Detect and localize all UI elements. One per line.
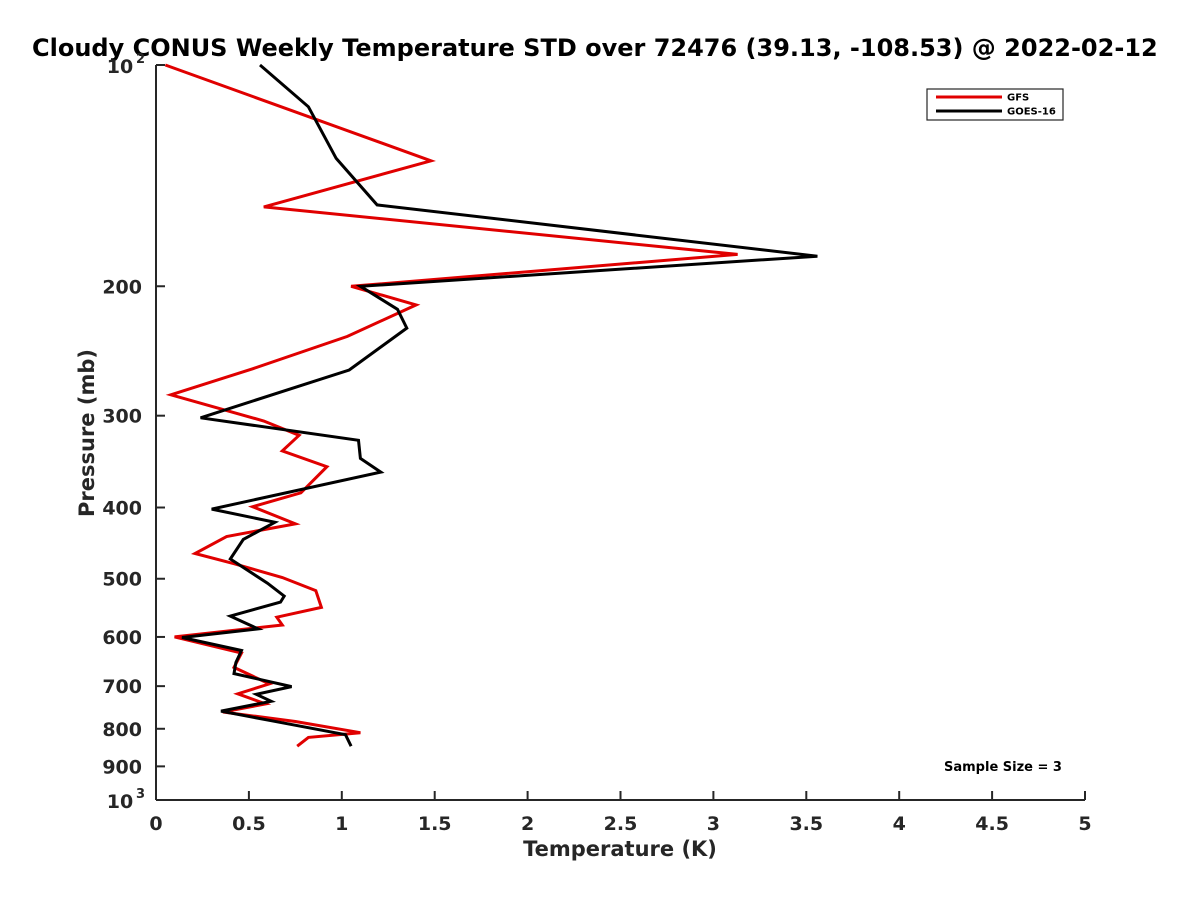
y-tick-exponent: 3 <box>136 787 145 802</box>
y-tick-label: 500 <box>102 569 142 591</box>
x-tick-label: 4.5 <box>975 813 1009 835</box>
legend-items: GFS GOES-16 <box>936 93 1056 118</box>
y-tick-label: 800 <box>102 719 142 741</box>
legend-label: GOES-16 <box>1007 107 1056 118</box>
x-tick-label: 0.5 <box>232 813 266 835</box>
chart-title: Cloudy CONUS Weekly Temperature STD over… <box>32 34 1158 62</box>
y-tick-label: 200 <box>102 276 142 298</box>
x-tick-label: 3.5 <box>789 813 823 835</box>
y-tick-label: 600 <box>102 627 142 649</box>
x-tick-label: 3 <box>707 813 720 835</box>
x-tick-label: 2.5 <box>604 813 638 835</box>
y-tick-label: 300 <box>102 406 142 428</box>
x-tick-label: 1 <box>335 813 348 835</box>
x-tick-label: 4 <box>893 813 906 835</box>
y-tick-label: 10 <box>107 56 133 78</box>
x-tick-label: 2 <box>521 813 534 835</box>
series-layer <box>164 63 818 748</box>
x-axis-ticks: 0 0.5 1 1.5 2 2.5 3 3.5 4 4.5 5 <box>149 791 1092 835</box>
y-tick-label: 10 <box>107 791 133 813</box>
series-line-gfs <box>164 63 738 748</box>
y-tick-exponent: 2 <box>136 52 145 67</box>
y-tick-label: 700 <box>102 676 142 698</box>
legend: GFS GOES-16 <box>926 88 1064 121</box>
legend-box <box>926 88 1064 121</box>
y-axis-label: Pressure (mb) <box>75 349 99 517</box>
x-tick-label: 5 <box>1078 813 1091 835</box>
y-tick-label: 900 <box>102 756 142 778</box>
x-tick-label: 0 <box>149 813 162 835</box>
legend-label: GFS <box>1007 93 1029 104</box>
x-axis-label: Temperature (K) <box>523 837 717 861</box>
sample-size-annotation: Sample Size = 3 <box>944 760 1062 775</box>
series-line-goes-16 <box>181 63 818 747</box>
x-tick-label: 1.5 <box>418 813 452 835</box>
y-tick-label: 400 <box>102 498 142 520</box>
